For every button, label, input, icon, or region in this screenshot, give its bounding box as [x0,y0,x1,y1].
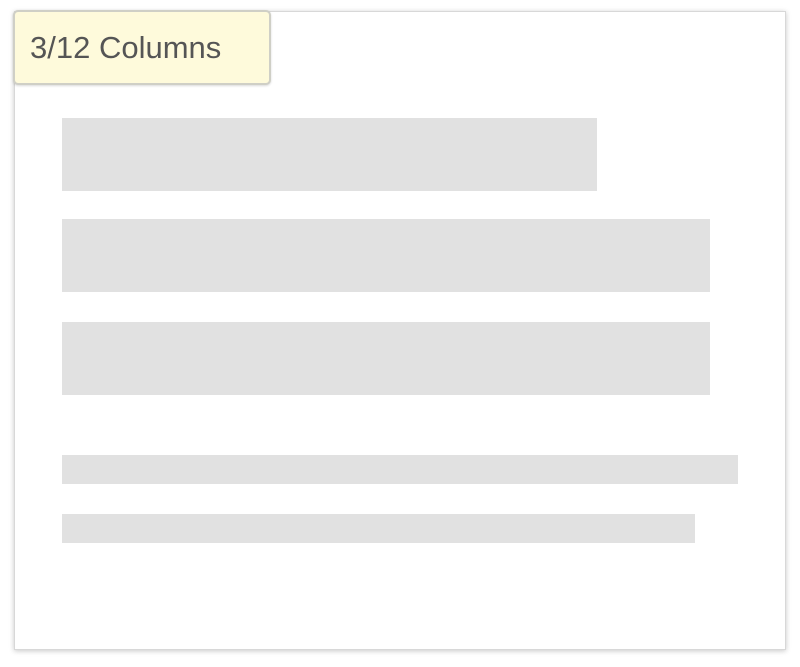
placeholder-block-3 [62,322,710,395]
placeholder-line-1 [62,455,738,484]
placeholder-block-1 [62,118,597,191]
column-width-badge: 3/12 Columns [13,10,271,85]
placeholder-line-2 [62,514,695,543]
column-width-label: 3/12 Columns [30,29,222,65]
placeholder-block-2 [62,219,710,292]
